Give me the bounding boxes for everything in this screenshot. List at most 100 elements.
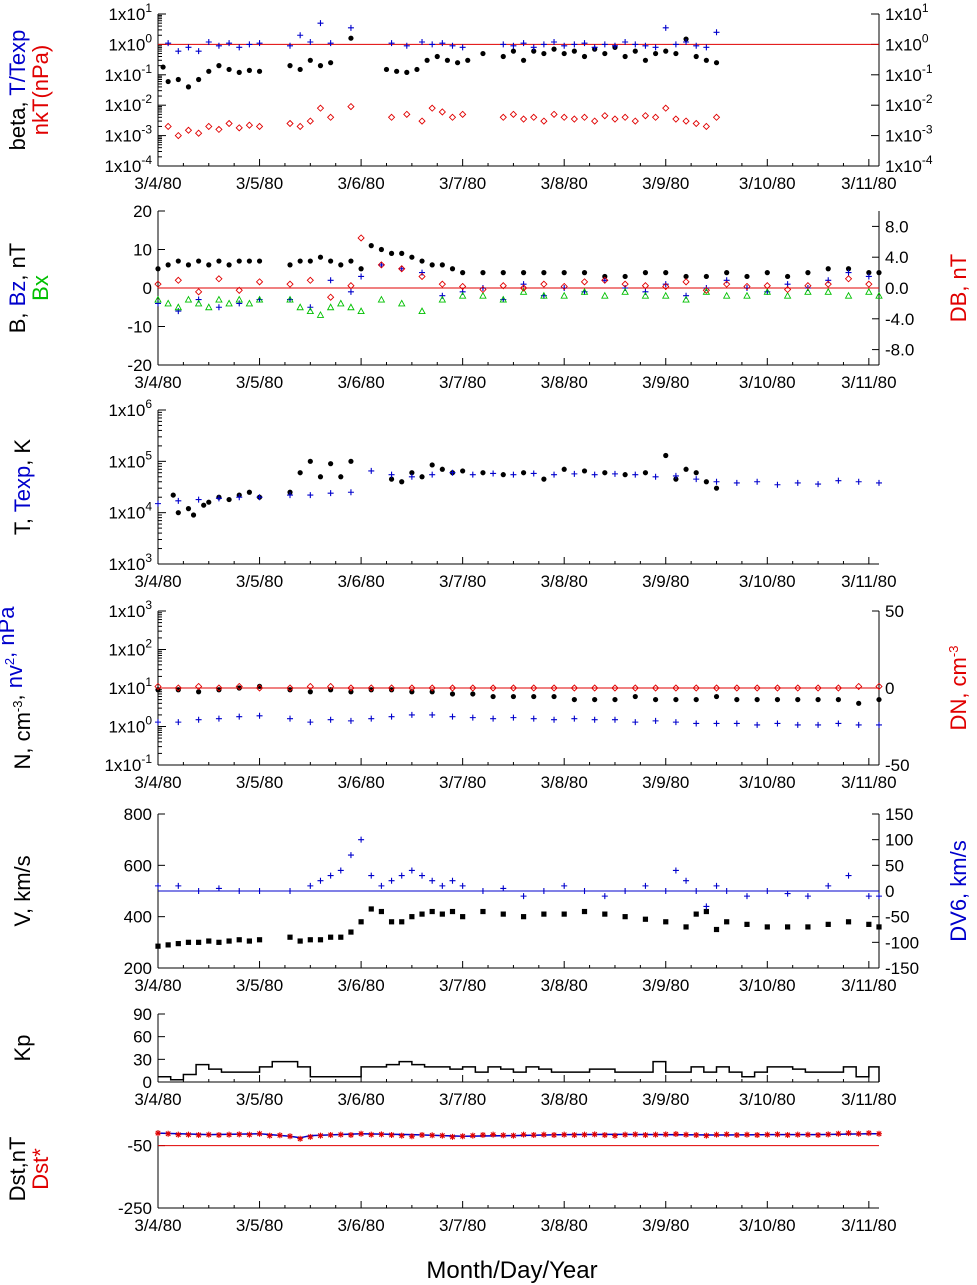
data-point bbox=[338, 474, 344, 480]
data-point bbox=[449, 1133, 456, 1140]
data-point bbox=[561, 1131, 568, 1138]
data-point bbox=[357, 234, 365, 242]
data-point bbox=[347, 489, 354, 496]
data-point bbox=[530, 470, 537, 477]
data-point bbox=[403, 110, 411, 118]
x-tick-label: 3/8/80 bbox=[541, 373, 588, 392]
data-point bbox=[348, 929, 354, 935]
y-tick-label: 1x10-1 bbox=[104, 62, 152, 85]
data-point bbox=[418, 117, 426, 125]
data-point bbox=[469, 684, 477, 692]
data-point bbox=[175, 48, 182, 55]
data-point bbox=[865, 1130, 872, 1137]
data-point bbox=[307, 719, 314, 726]
data-point bbox=[449, 877, 456, 884]
data-point bbox=[287, 687, 293, 693]
x-tick-label: 3/7/80 bbox=[439, 174, 486, 193]
data-point bbox=[439, 882, 446, 889]
data-point bbox=[398, 265, 406, 273]
data-point bbox=[693, 888, 700, 894]
data-point bbox=[500, 885, 507, 892]
data-point bbox=[774, 1131, 781, 1138]
data-point bbox=[622, 914, 628, 920]
data-point bbox=[855, 1130, 862, 1137]
data-point bbox=[581, 1131, 588, 1138]
data-point bbox=[673, 696, 679, 703]
y-tick-label-right: -50 bbox=[885, 756, 910, 775]
y-tick-label: 0 bbox=[143, 1073, 152, 1092]
data-point bbox=[428, 104, 436, 112]
x-tick-label: 3/11/80 bbox=[841, 976, 896, 995]
data-point bbox=[591, 117, 599, 125]
data-point bbox=[429, 462, 435, 468]
data-point bbox=[404, 69, 410, 75]
y-tick-label: 1x101 bbox=[108, 675, 152, 698]
data-point bbox=[876, 893, 882, 900]
data-point bbox=[825, 1131, 832, 1138]
data-point bbox=[591, 44, 598, 51]
data-point bbox=[580, 278, 589, 286]
series-density-2 bbox=[154, 682, 883, 692]
data-point bbox=[429, 689, 435, 695]
data-point bbox=[855, 478, 862, 485]
y-tick-label-right: -4.0 bbox=[885, 310, 914, 329]
data-point bbox=[307, 882, 314, 889]
data-point bbox=[561, 882, 568, 889]
data-point bbox=[672, 1131, 679, 1138]
data-point bbox=[621, 113, 629, 121]
data-point bbox=[317, 877, 324, 884]
data-point bbox=[845, 872, 852, 879]
data-point bbox=[815, 721, 822, 728]
data-point bbox=[876, 696, 882, 703]
data-point bbox=[641, 282, 650, 290]
data-point bbox=[348, 35, 354, 41]
y-axis-title-left: beta, T/Texp bbox=[5, 30, 30, 151]
data-point bbox=[448, 113, 457, 121]
data-point bbox=[347, 102, 355, 111]
y-axis-title-left: Dst,nT bbox=[5, 1137, 30, 1202]
data-point bbox=[408, 473, 415, 480]
y-tick-label-right: -50 bbox=[885, 908, 910, 927]
data-point bbox=[540, 280, 548, 288]
data-point bbox=[256, 712, 263, 719]
data-point bbox=[540, 41, 547, 48]
data-point bbox=[408, 1133, 415, 1140]
y-tick-label-right: 1x10-2 bbox=[885, 92, 933, 115]
x-tick-label: 3/8/80 bbox=[541, 976, 588, 995]
y-tick-label-right: 100 bbox=[885, 831, 913, 850]
data-point bbox=[276, 1132, 283, 1139]
data-point bbox=[632, 693, 638, 700]
data-point bbox=[215, 684, 223, 692]
data-point bbox=[601, 276, 609, 284]
data-point bbox=[418, 307, 426, 315]
x-tick-label: 3/4/80 bbox=[134, 572, 181, 591]
data-point bbox=[612, 696, 618, 703]
data-point bbox=[185, 1131, 192, 1138]
data-point bbox=[306, 276, 314, 284]
data-point bbox=[368, 687, 374, 693]
data-point bbox=[774, 720, 781, 727]
data-point bbox=[641, 112, 650, 120]
data-point bbox=[469, 714, 476, 721]
data-point bbox=[399, 919, 405, 925]
data-point bbox=[226, 40, 233, 47]
y-tick-label-right: 150 bbox=[885, 805, 913, 824]
data-point bbox=[225, 119, 233, 128]
data-point bbox=[215, 1131, 222, 1138]
data-point bbox=[631, 684, 639, 692]
y-tick-label: 1x10-3 bbox=[104, 123, 152, 146]
x-tick-label: 3/11/80 bbox=[841, 174, 896, 193]
data-point bbox=[408, 711, 415, 718]
data-point bbox=[226, 1131, 233, 1138]
data-point bbox=[337, 867, 344, 874]
x-tick-label: 3/5/80 bbox=[236, 976, 283, 995]
data-point bbox=[652, 50, 659, 57]
data-point bbox=[438, 280, 446, 288]
data-point bbox=[784, 1131, 791, 1138]
data-point bbox=[377, 261, 386, 269]
data-point bbox=[286, 280, 294, 288]
data-point bbox=[419, 474, 425, 480]
data-point bbox=[297, 938, 303, 944]
data-point bbox=[347, 282, 355, 290]
data-point bbox=[419, 872, 426, 879]
